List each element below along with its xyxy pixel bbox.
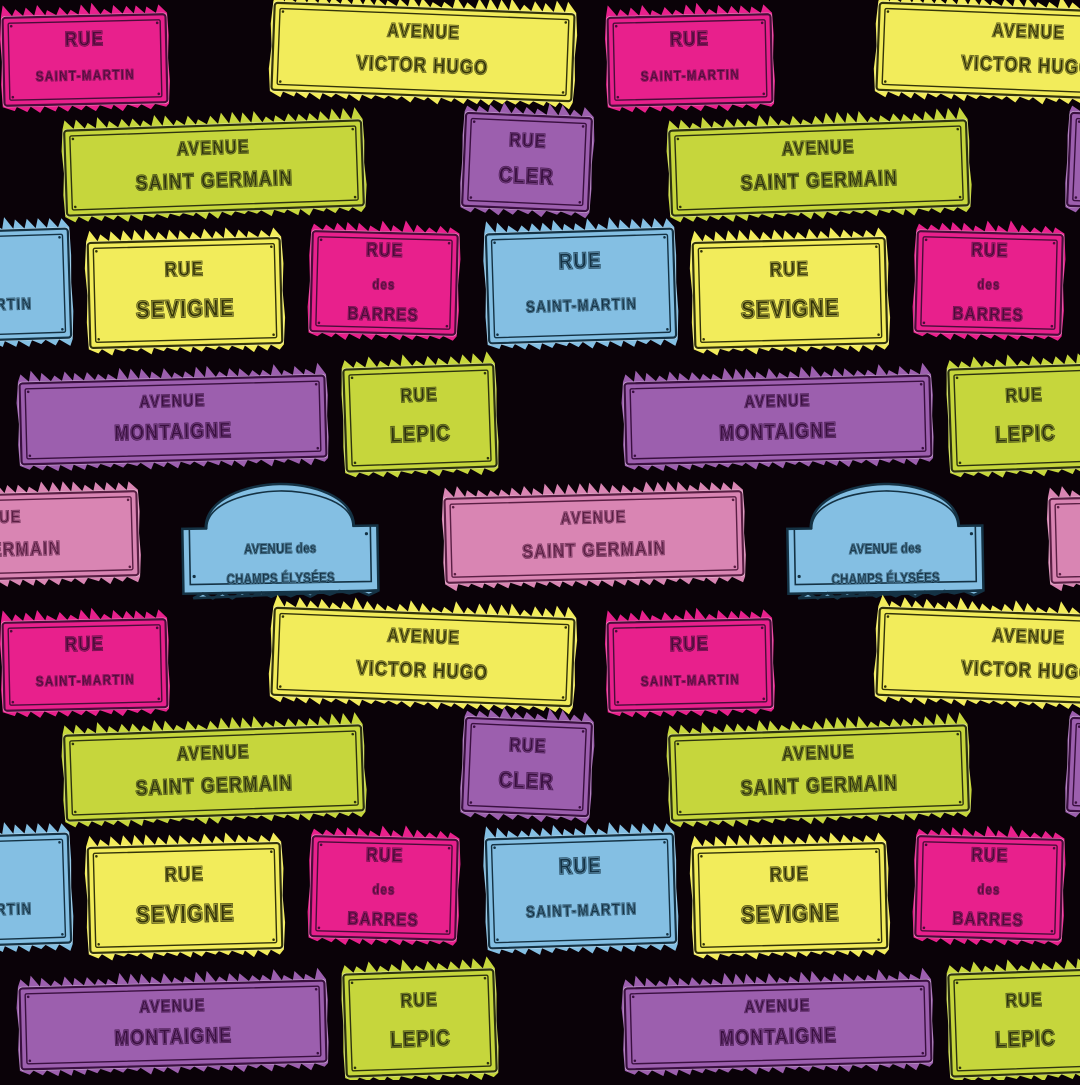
svg-text:AVENUE: AVENUE	[387, 19, 461, 43]
svg-text:SAINT-MARTIN: SAINT-MARTIN	[526, 296, 638, 317]
svg-text:RUE: RUE	[509, 129, 547, 152]
svg-text:RUE: RUE	[65, 27, 105, 51]
svg-text:AVENUE: AVENUE	[560, 508, 626, 528]
svg-text:AVENUE des: AVENUE des	[244, 539, 317, 557]
svg-text:MONTAIGNE: MONTAIGNE	[114, 419, 232, 446]
svg-text:RUE: RUE	[164, 257, 204, 281]
svg-text:LEPIC: LEPIC	[390, 422, 451, 448]
svg-text:AVENUE: AVENUE	[177, 135, 251, 159]
svg-text:RUE: RUE	[366, 238, 404, 261]
svg-text:AVENUE: AVENUE	[139, 392, 205, 412]
svg-text:RUE: RUE	[558, 249, 601, 274]
svg-text:CLER: CLER	[498, 164, 554, 190]
svg-text:des: des	[372, 276, 396, 293]
svg-text:RUE: RUE	[400, 383, 438, 406]
svg-text:SEVIGNE: SEVIGNE	[136, 294, 235, 324]
svg-text:SAINT-MARTIN: SAINT-MARTIN	[36, 66, 136, 84]
svg-text:BARRES: BARRES	[347, 303, 419, 325]
svg-text:SAINT GERMAIN: SAINT GERMAIN	[522, 537, 666, 562]
svg-text:CHAMPS ÉLYSÉES: CHAMPS ÉLYSÉES	[226, 569, 335, 587]
